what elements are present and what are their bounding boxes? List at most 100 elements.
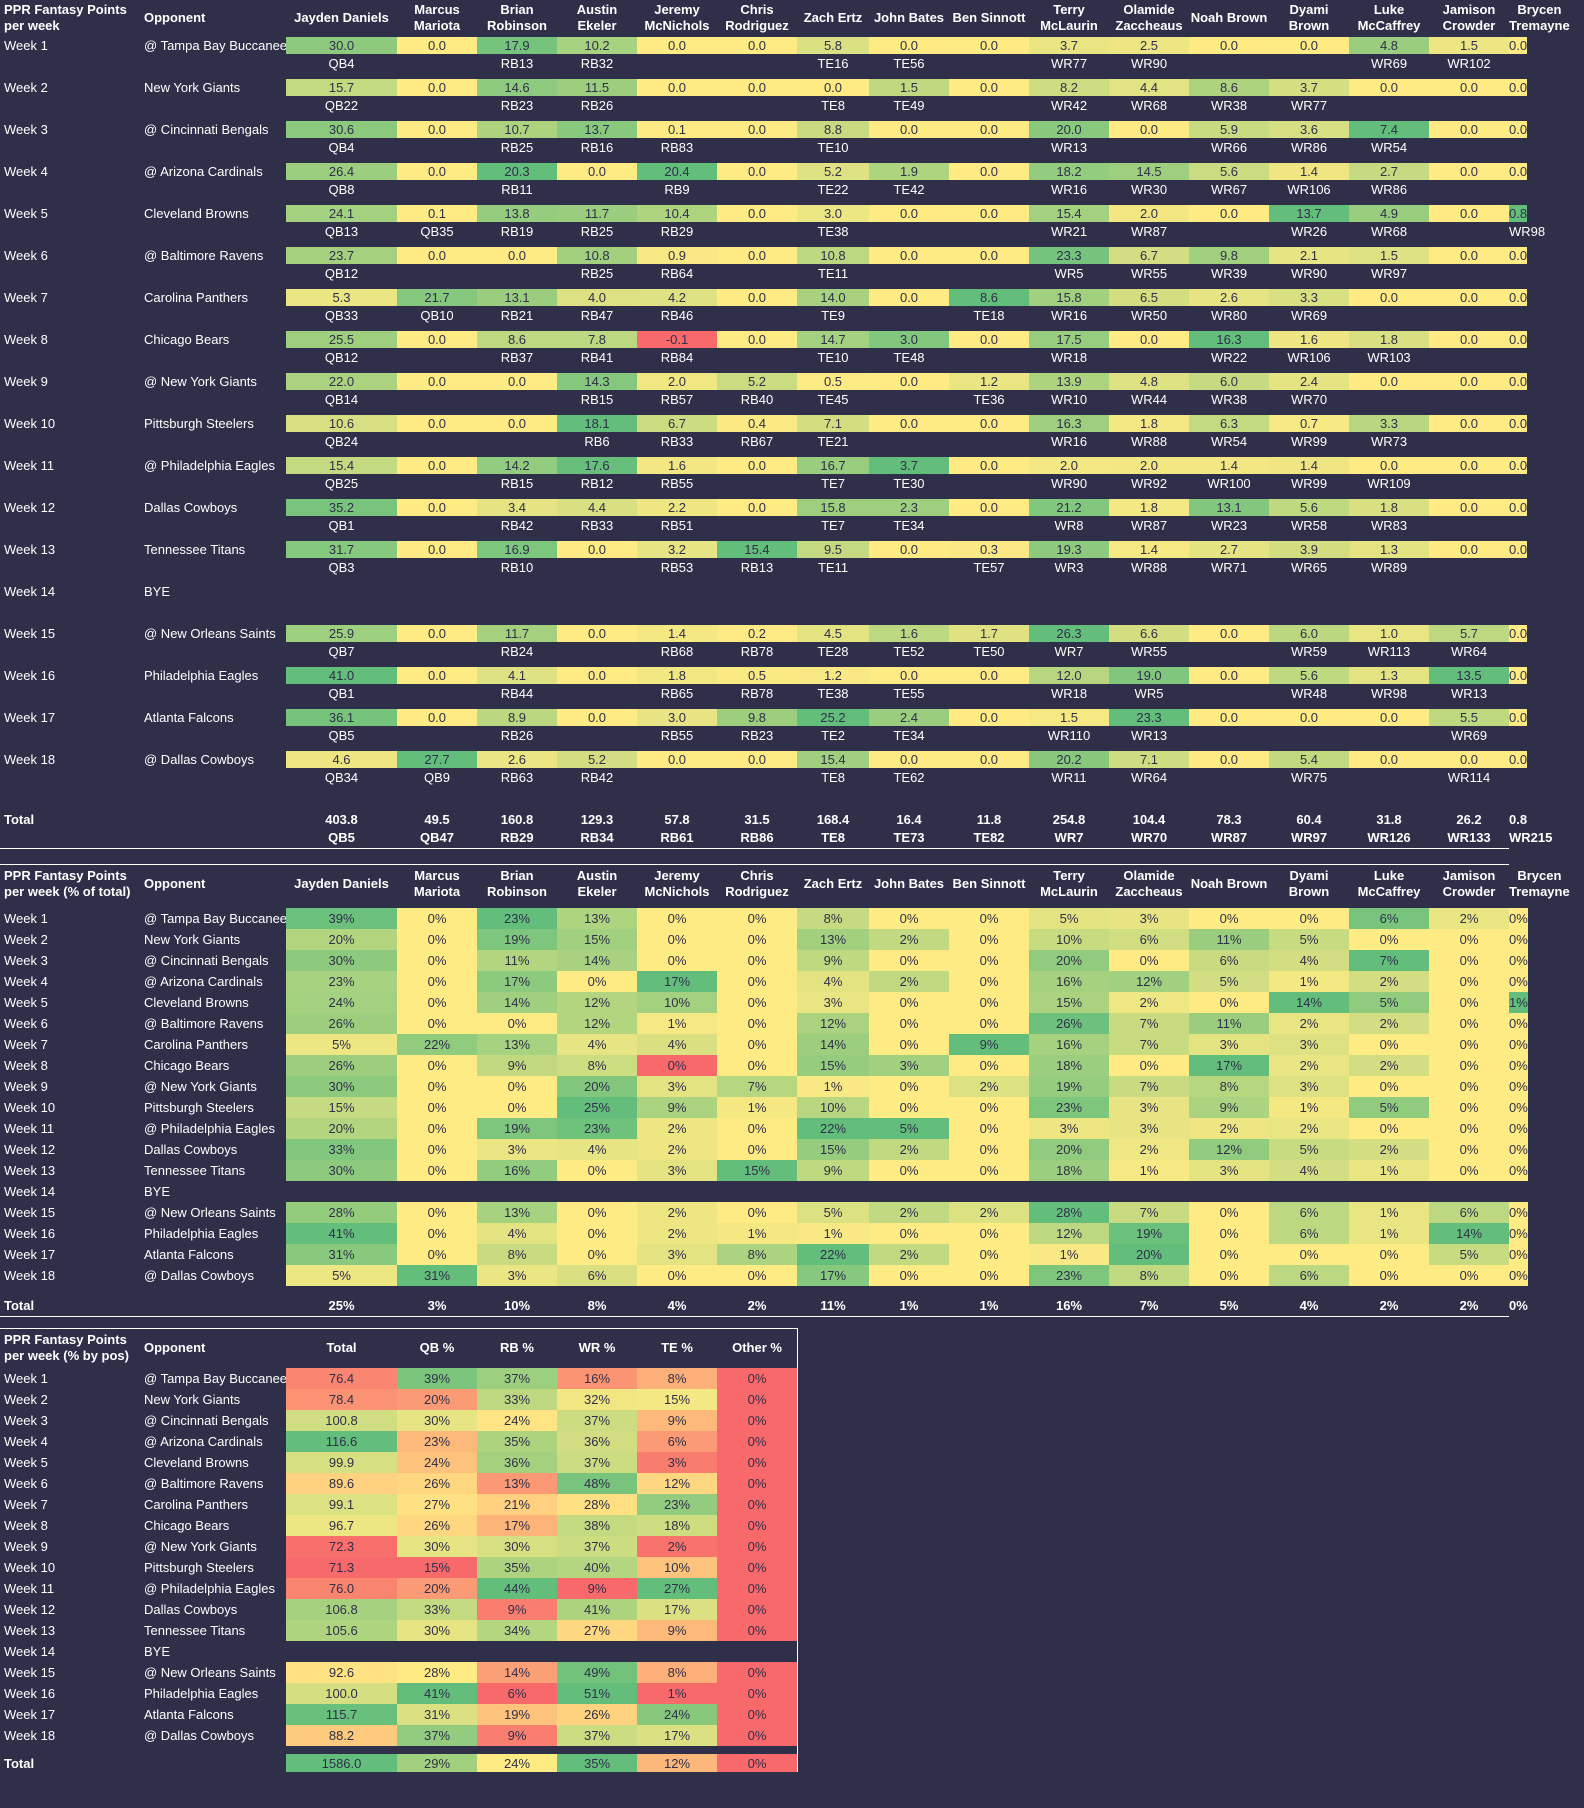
total-cell: 2% [1379,1297,1399,1313]
points-cell: 0.0 [1429,289,1509,306]
points-cell: 14.2 [477,457,557,474]
rank-cell [717,306,797,324]
points-cell: 0.7 [1269,415,1349,432]
points-cell: 10.7 [477,121,557,138]
points-cell: 1.2 [949,373,1029,390]
pct-cell: 6% [557,1265,637,1286]
rank-cell: WR90 [1290,265,1328,281]
opponent-name: @ Dallas Cowboys [144,1268,255,1283]
opponent-name: Philadelphia Eagles [144,1226,259,1241]
pos-pct-cell: 20% [397,1578,477,1599]
rank-cell: WR68 [1130,97,1168,113]
pct-cell: 0% [1429,1076,1509,1097]
week-label: Week 12 [4,1602,56,1617]
pct-cell: 8% [1189,1076,1269,1097]
pct-cell: 3% [637,1076,717,1097]
points-cell: 0.9 [637,247,717,264]
rank-cell: WR103 [1367,349,1411,365]
pct-cell: 0% [1349,1244,1429,1265]
rank-cell: RB33 [580,517,614,533]
rank-cell [869,264,949,282]
rank-cell [869,432,949,450]
opponent-name: Philadelphia Eagles [144,1686,259,1701]
rank-cell: WR109 [1367,475,1411,491]
pct-cell: 3% [477,1265,557,1286]
points-cell: 0.0 [1189,625,1269,642]
rank-cell [477,432,557,450]
player-header: John Bates [873,876,945,891]
points-cell: 27.7 [397,751,477,768]
pos-pct-cell: 9% [557,1578,637,1599]
points-cell: 7.1 [1109,751,1189,768]
points-cell: 0.0 [717,457,797,474]
pct-cell: 0% [1509,950,1528,971]
pct-cell: 4% [797,971,869,992]
pos-pct-cell: 16% [557,1368,637,1389]
points-cell: 0.0 [1429,331,1509,348]
total-label: Total [4,1297,35,1313]
total-label: Total [4,1755,35,1771]
player-header: Zach Ertz [803,10,863,25]
points-cell: 13.8 [477,205,557,222]
opponent-name: New York Giants [144,932,241,947]
points-cell: 0.0 [477,247,557,264]
opponent-name: @ Arizona Cardinals [144,163,263,179]
points-cell: 1.8 [1349,331,1429,348]
rank-cell: WR64 [1130,769,1168,785]
rank-cell: QB9 [423,769,450,785]
rank-cell [637,54,717,72]
rank-cell: WR16 [1050,181,1088,197]
week-label: Week 15 [4,625,56,641]
pos-pct-cell: 17% [477,1515,557,1536]
opponent-name: Pittsburgh Steelers [144,1560,254,1575]
pct-cell: 0% [1509,1118,1528,1139]
pct-cell: 0% [397,1139,477,1160]
points-cell: 0.0 [949,331,1029,348]
pos-pct-cell: 17% [637,1725,717,1746]
total-rank-cell: WR97 [1290,829,1328,845]
points-cell: 6.0 [1269,625,1349,642]
points-cell: 0.0 [1429,79,1509,96]
points-cell: 0.0 [1109,121,1189,138]
points-cell: 0.0 [397,457,477,474]
rank-cell: TE34 [893,727,925,743]
pct-cell: 0% [717,908,797,929]
rank-cell [397,54,477,72]
points-cell: 1.4 [1269,163,1349,180]
column-header: Other % [732,1340,782,1355]
points-cell: 9.8 [1189,247,1269,264]
pct-cell: 19% [1109,1223,1189,1244]
total-cell: 57.8 [664,811,690,827]
rank-cell: TE38 [817,223,849,239]
pct-cell: 5% [286,1034,397,1055]
points-cell: 0.0 [397,121,477,138]
rank-cell: WR100 [1207,475,1251,491]
rank-cell [949,180,1029,198]
points-cell: 0.0 [1349,373,1429,390]
pos-pct-cell: 8% [637,1368,717,1389]
pct-cell: 11% [1189,929,1269,950]
points-cell: 4.4 [557,499,637,516]
opponent-name: @ New Orleans Saints [144,1665,276,1680]
week-label: Week 13 [4,1623,56,1638]
player-header: Olamide Zaccheaus [1115,2,1183,33]
total-cell: 12% [637,1754,717,1772]
rank-cell: WR77 [1290,97,1328,113]
points-cell: 0.0 [949,79,1029,96]
points-cell: 3.0 [637,709,717,726]
points-cell: 5.2 [557,751,637,768]
points-cell: 3.4 [477,499,557,516]
pos-pct-cell: 27% [557,1620,637,1641]
opponent-name: New York Giants [144,1392,241,1407]
rank-cell: RB24 [500,643,534,659]
points-cell: 4.4 [1109,79,1189,96]
rank-cell: RB12 [580,475,614,491]
points-cell: 0.0 [949,37,1029,54]
pct-cell: 13% [557,908,637,929]
week-label: Week 7 [4,1037,48,1052]
pct-cell: 0% [1189,1265,1269,1286]
pct-cell: 4% [1269,1160,1349,1181]
rank-cell [1429,390,1509,408]
points-cell: 0.0 [397,541,477,558]
pct-cell: 2% [1429,908,1509,929]
